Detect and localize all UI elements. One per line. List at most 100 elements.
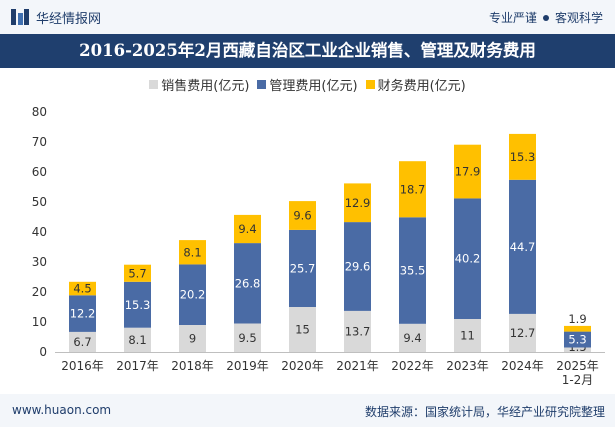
data-label-sales: 6.7 (73, 335, 91, 349)
bar-sales (509, 313, 536, 352)
data-label-management: 15.3 (125, 298, 151, 312)
y-tick-label: 50 (32, 195, 47, 209)
bar-management (179, 264, 206, 325)
x-tick-label: 2024年 (501, 359, 544, 373)
legend-swatch-management (257, 79, 267, 89)
bar-management (344, 222, 371, 311)
legend: 销售费用(亿元) 管理费用(亿元) 财务费用(亿元) (0, 74, 615, 94)
bar-management (399, 217, 426, 324)
legend-item-management[interactable]: 管理费用(亿元) (257, 75, 358, 94)
data-label-management: 12.2 (70, 307, 96, 321)
bar-finance (509, 133, 536, 180)
y-tick-label: 40 (32, 225, 47, 239)
x-tick-label: 2022年 (391, 359, 434, 373)
data-label-sales: 8.1 (128, 333, 146, 347)
data-label-finance: 5.7 (128, 266, 146, 280)
legend-swatch-finance (365, 79, 375, 89)
slogan-right: 客观科学 (554, 11, 603, 25)
footer-source: 数据来源：国家统计局，华经产业研究院整理 (364, 405, 605, 419)
bar-management (454, 198, 481, 319)
bar-management (124, 281, 151, 328)
bar-finance (179, 240, 206, 265)
bar-sales (454, 319, 481, 352)
bar-sales (124, 327, 151, 352)
y-tick-label: 10 (32, 315, 47, 329)
data-label-finance: 18.7 (400, 182, 426, 196)
legend-label-sales: 销售费用(亿元) (161, 78, 250, 94)
legend-label-finance: 财务费用(亿元) (377, 78, 466, 94)
bar-finance (454, 144, 481, 199)
slogan: 专业严谨 客观科学 (489, 9, 603, 26)
data-label-sales: 13.7 (345, 324, 371, 338)
bar-finance (289, 201, 316, 230)
y-tick-label: 60 (32, 165, 47, 179)
bar-management (564, 331, 591, 348)
chart-plot: 0 10 20 30 40 50 60 70 80 6.7 12.2 4.5 2016年 8.1 15.3 5… (32, 105, 605, 387)
data-label-finance: 12.9 (345, 196, 371, 210)
bar-finance (399, 161, 426, 218)
data-label-management: 29.6 (345, 260, 371, 274)
data-label-finance: 1.9 (568, 312, 586, 326)
data-label-sales: 9.4 (403, 331, 421, 345)
brand-name: 华经情报网 (36, 11, 102, 27)
brand[interactable]: 华经情报网 (10, 7, 101, 27)
data-label-sales: 12.7 (510, 326, 536, 340)
x-tick-label: 2023年 (446, 359, 489, 373)
bar-management (289, 229, 316, 307)
bar-finance (344, 183, 371, 223)
x-tick-label: 2021年 (336, 359, 379, 373)
data-label-finance: 8.1 (183, 245, 201, 259)
bar-management (509, 179, 536, 314)
chart-title: 2016-2025年2月西藏自治区工业企业销售、管理及财务费用 (79, 41, 536, 60)
x-tick-label: 2016年 (61, 359, 104, 373)
data-label-management: 40.2 (455, 252, 481, 266)
data-label-sales: 11 (460, 329, 475, 343)
y-tick-label: 70 (32, 135, 47, 149)
data-label-finance: 9.4 (238, 222, 256, 236)
x-tick-label: 2017年 (116, 359, 159, 373)
bar-finance (124, 264, 151, 282)
legend-item-finance[interactable]: 财务费用(亿元) (365, 75, 466, 94)
slogan-left: 专业严谨 (488, 11, 537, 25)
top-bar: 华经情报网 专业严谨 客观科学 (0, 0, 615, 34)
data-label-sales: 9 (189, 332, 196, 346)
data-label-management: 35.5 (400, 264, 426, 278)
data-label-sales: 9.5 (238, 331, 256, 345)
slogan-dot-icon (542, 14, 549, 21)
data-label-finance: 9.6 (293, 209, 311, 223)
data-label-finance: 17.9 (455, 165, 481, 179)
y-tick-label: 20 (32, 285, 47, 299)
data-label-management: 26.8 (235, 276, 261, 290)
data-label-management: 5.3 (568, 333, 586, 347)
bar-sales (564, 347, 591, 352)
x-tick-label: 2025年 1-2月 (556, 359, 599, 387)
legend-item-sales[interactable]: 销售费用(亿元) (149, 75, 249, 94)
data-label-management: 25.7 (290, 261, 316, 275)
title-band: 2016-2025年2月西藏自治区工业企业销售、管理及财务费用 (0, 34, 615, 68)
bar-finance (564, 325, 591, 332)
footer-url[interactable]: www.huaon.com (12, 403, 112, 417)
bar-sales (234, 323, 261, 352)
y-tick-label: 0 (39, 345, 47, 359)
bar-sales (179, 325, 206, 352)
data-label-management: 44.7 (510, 240, 536, 254)
y-tick-label: 30 (32, 255, 47, 269)
bar-management (69, 295, 96, 332)
bar-sales (69, 331, 96, 352)
footer: www.huaon.com 数据来源：国家统计局，华经产业研究院整理 (0, 394, 615, 427)
bar-sales (399, 323, 426, 352)
x-tick-label: 2019年 (226, 359, 269, 373)
legend-swatch-sales (149, 79, 159, 89)
bar-management (234, 243, 261, 324)
data-label-sales: 15 (295, 323, 310, 337)
bar-finance (234, 214, 261, 244)
legend-label-management: 管理费用(亿元) (269, 78, 358, 94)
bar-finance (69, 281, 96, 296)
data-label-finance: 4.5 (73, 282, 91, 296)
bar-sales (344, 310, 371, 352)
data-label-finance: 15.3 (510, 150, 536, 164)
x-tick-label: 2020年 (281, 359, 324, 373)
brand-logo-icon (11, 9, 29, 25)
bar-sales (289, 307, 316, 352)
x-tick-label: 2018年 (171, 359, 214, 373)
